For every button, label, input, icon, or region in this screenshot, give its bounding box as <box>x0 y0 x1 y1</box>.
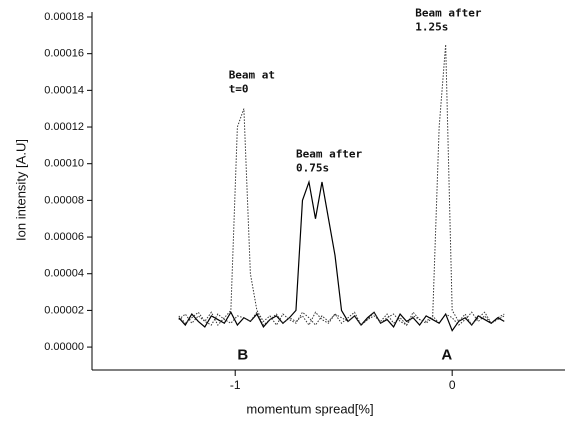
y-tick-label: 0.00000 <box>44 341 84 353</box>
series-line <box>178 108 505 326</box>
annotation: Beam at t=0 <box>229 69 275 96</box>
annotation: B <box>237 346 248 363</box>
annotation: A <box>441 346 452 363</box>
annotation: Beam after 1.25s <box>415 6 482 33</box>
x-tick-label: 0 <box>449 378 456 392</box>
annotation-line: 1.25s <box>415 20 448 33</box>
y-tick-label: 0.00018 <box>44 11 84 23</box>
annotation-line: 0.75s <box>296 162 329 175</box>
y-tick-label: 0.00012 <box>44 121 84 133</box>
x-tick-label: -1 <box>230 378 241 392</box>
y-tick-label: 0.00010 <box>44 158 84 170</box>
annotation-line: t=0 <box>229 83 249 96</box>
y-tick-label: 0.00008 <box>44 194 84 206</box>
series-line <box>178 179 505 332</box>
y-tick-label: 0.00004 <box>44 268 84 280</box>
y-axis-label: Ion intensity [A.U] <box>13 139 28 241</box>
y-tick-label: 0.00014 <box>44 84 84 96</box>
y-tick-label: 0.00006 <box>44 231 84 243</box>
y-tick-label: 0.00016 <box>44 48 84 60</box>
x-axis-label: momentum spread[%] <box>246 401 373 416</box>
annotation-line: Beam at <box>229 69 275 82</box>
annotation-line: Beam after <box>296 148 363 161</box>
annotation-line: A <box>441 346 452 363</box>
annotation: Beam after 0.75s <box>296 148 363 175</box>
y-tick-label: 0.00002 <box>44 304 84 316</box>
series-line <box>178 44 505 327</box>
annotation-line: Beam after <box>415 6 482 19</box>
annotation-line: B <box>237 346 248 363</box>
